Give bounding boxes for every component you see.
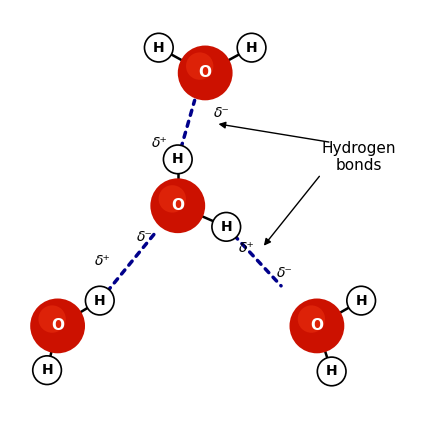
Text: δ⁻: δ⁻	[214, 106, 230, 120]
Text: H: H	[326, 364, 338, 378]
Circle shape	[150, 178, 205, 233]
Circle shape	[289, 299, 344, 353]
Text: H: H	[246, 41, 257, 55]
Circle shape	[186, 52, 213, 80]
Circle shape	[38, 305, 66, 333]
Text: H: H	[153, 41, 165, 55]
Text: H: H	[41, 363, 53, 377]
Text: O: O	[310, 318, 324, 333]
Text: H: H	[220, 220, 232, 234]
Circle shape	[163, 145, 192, 174]
Circle shape	[347, 286, 376, 315]
Text: δ⁺: δ⁺	[94, 254, 110, 268]
Text: O: O	[199, 65, 212, 80]
Text: δ⁺: δ⁺	[239, 241, 255, 255]
Text: H: H	[355, 294, 367, 308]
Text: δ⁻: δ⁻	[137, 230, 152, 244]
Text: O: O	[51, 318, 64, 333]
Circle shape	[212, 213, 241, 241]
Text: Hydrogen
bonds: Hydrogen bonds	[322, 141, 396, 173]
Text: H: H	[172, 153, 184, 166]
Circle shape	[317, 357, 346, 386]
Circle shape	[33, 356, 61, 385]
Circle shape	[159, 185, 186, 213]
Circle shape	[145, 34, 173, 62]
Text: δ⁺: δ⁺	[151, 135, 167, 149]
Circle shape	[30, 299, 85, 353]
Text: δ⁻: δ⁻	[277, 266, 293, 280]
Circle shape	[178, 45, 233, 101]
Text: O: O	[171, 198, 184, 213]
Circle shape	[298, 305, 325, 333]
Circle shape	[85, 286, 114, 315]
Text: H: H	[94, 294, 106, 308]
Circle shape	[237, 34, 266, 62]
